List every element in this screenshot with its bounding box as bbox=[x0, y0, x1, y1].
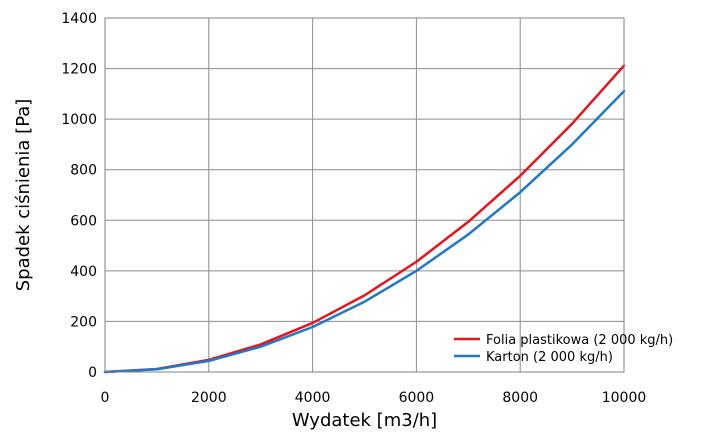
legend-label-folia: Folia plastikowa (2 000 kg/h) bbox=[486, 333, 673, 348]
x-tick-label: 2000 bbox=[191, 390, 227, 406]
y-tick-label: 800 bbox=[70, 163, 97, 179]
plot-area bbox=[105, 18, 624, 372]
y-tick-label: 200 bbox=[70, 314, 97, 330]
x-tick-label: 6000 bbox=[399, 390, 435, 406]
y-tick-label: 0 bbox=[88, 365, 97, 381]
data-series bbox=[103, 64, 626, 374]
x-axis-tick-labels: 0 2000 4000 6000 8000 10000 bbox=[101, 390, 647, 406]
x-tick-label: 10000 bbox=[602, 390, 647, 406]
y-tick-label: 1400 bbox=[61, 11, 97, 27]
y-tick-label: 1000 bbox=[61, 112, 97, 128]
x-tick-label: 8000 bbox=[502, 390, 538, 406]
y-axis-title: Spadek ciśnienia [Pa] bbox=[13, 99, 34, 292]
legend-label-karton: Karton (2 000 kg/h) bbox=[486, 350, 613, 365]
y-tick-label: 400 bbox=[70, 264, 97, 280]
x-tick-label: 0 bbox=[101, 390, 110, 406]
series-line-1 bbox=[103, 89, 626, 374]
x-tick-label: 4000 bbox=[295, 390, 331, 406]
plot-border bbox=[104, 17, 625, 373]
y-tick-label: 600 bbox=[70, 213, 97, 229]
legend: Folia plastikowa (2 000 kg/h) Karton (2 … bbox=[454, 333, 673, 365]
x-axis-title: Wydatek [m3/h] bbox=[292, 410, 437, 431]
y-tick-label: 1200 bbox=[61, 62, 97, 78]
y-axis-tick-labels: 0 200 400 600 800 1000 1200 1400 bbox=[61, 11, 97, 381]
